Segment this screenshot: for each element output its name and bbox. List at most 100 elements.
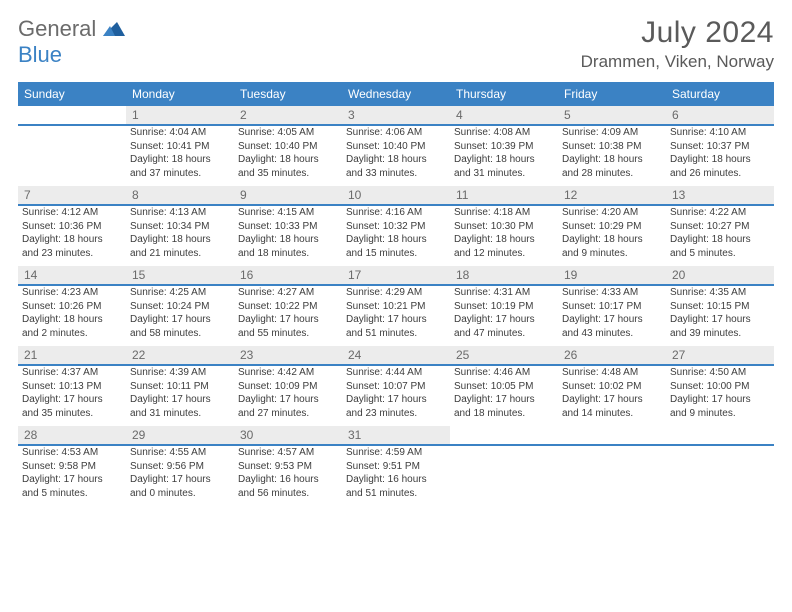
day-detail-line: Sunset: 10:00 PM <box>670 380 770 394</box>
day-detail-line: Sunrise: 4:04 AM <box>130 126 230 140</box>
day-detail-line: Sunrise: 4:57 AM <box>238 446 338 460</box>
day-cell: Sunrise: 4:50 AMSunset: 10:00 PMDaylight… <box>666 365 774 426</box>
day-detail-line: Sunrise: 4:09 AM <box>562 126 662 140</box>
day-cell: Sunrise: 4:25 AMSunset: 10:24 PMDaylight… <box>126 285 234 346</box>
day-detail-line: Daylight: 17 hours and 43 minutes. <box>562 313 662 340</box>
day-number-cell: 9 <box>234 186 342 205</box>
logo-word-1: General <box>18 16 96 41</box>
day-cell: Sunrise: 4:15 AMSunset: 10:33 PMDaylight… <box>234 205 342 266</box>
day-number-cell: 13 <box>666 186 774 205</box>
day-cell: Sunrise: 4:33 AMSunset: 10:17 PMDaylight… <box>558 285 666 346</box>
day-detail-line: Sunrise: 4:55 AM <box>130 446 230 460</box>
day-cell <box>558 445 666 506</box>
day-detail-line: Sunrise: 4:59 AM <box>346 446 446 460</box>
day-cell: Sunrise: 4:06 AMSunset: 10:40 PMDaylight… <box>342 125 450 186</box>
day-cell: Sunrise: 4:44 AMSunset: 10:07 PMDaylight… <box>342 365 450 426</box>
day-cell: Sunrise: 4:37 AMSunset: 10:13 PMDaylight… <box>18 365 126 426</box>
day-number-cell <box>18 106 126 125</box>
weekday-header: Friday <box>558 82 666 106</box>
day-number-cell: 28 <box>18 426 126 445</box>
day-detail-line: Sunset: 10:05 PM <box>454 380 554 394</box>
logo-word-2: Blue <box>18 42 62 67</box>
day-detail-line: Sunset: 10:38 PM <box>562 140 662 154</box>
day-detail-line: Daylight: 18 hours and 23 minutes. <box>22 233 122 260</box>
day-number-cell: 11 <box>450 186 558 205</box>
day-detail-line: Daylight: 17 hours and 23 minutes. <box>346 393 446 420</box>
day-detail-line: Sunrise: 4:20 AM <box>562 206 662 220</box>
day-number-row: 78910111213 <box>18 186 774 205</box>
day-cell: Sunrise: 4:53 AMSunset: 9:58 PMDaylight:… <box>18 445 126 506</box>
day-detail-line: Daylight: 17 hours and 9 minutes. <box>670 393 770 420</box>
day-detail-line: Daylight: 17 hours and 14 minutes. <box>562 393 662 420</box>
day-number-cell: 10 <box>342 186 450 205</box>
day-cell: Sunrise: 4:22 AMSunset: 10:27 PMDaylight… <box>666 205 774 266</box>
day-cell: Sunrise: 4:29 AMSunset: 10:21 PMDaylight… <box>342 285 450 346</box>
location-subtitle: Drammen, Viken, Norway <box>581 52 774 72</box>
day-detail-line: Sunrise: 4:39 AM <box>130 366 230 380</box>
day-detail-line: Sunrise: 4:27 AM <box>238 286 338 300</box>
day-cell: Sunrise: 4:27 AMSunset: 10:22 PMDaylight… <box>234 285 342 346</box>
day-detail-line: Sunset: 10:26 PM <box>22 300 122 314</box>
day-detail-line: Daylight: 17 hours and 58 minutes. <box>130 313 230 340</box>
day-detail-line: Sunset: 10:37 PM <box>670 140 770 154</box>
day-detail-line: Sunset: 10:34 PM <box>130 220 230 234</box>
day-detail-line: Sunrise: 4:12 AM <box>22 206 122 220</box>
day-detail-line: Sunset: 10:32 PM <box>346 220 446 234</box>
logo-text: General Blue <box>18 16 125 68</box>
day-number-cell <box>450 426 558 445</box>
day-cell: Sunrise: 4:05 AMSunset: 10:40 PMDaylight… <box>234 125 342 186</box>
weekday-header: Tuesday <box>234 82 342 106</box>
day-detail-line: Daylight: 16 hours and 56 minutes. <box>238 473 338 500</box>
day-cell: Sunrise: 4:59 AMSunset: 9:51 PMDaylight:… <box>342 445 450 506</box>
weekday-header: Sunday <box>18 82 126 106</box>
day-number-cell: 15 <box>126 266 234 285</box>
day-number-cell: 2 <box>234 106 342 125</box>
day-detail-line: Sunrise: 4:35 AM <box>670 286 770 300</box>
day-detail-line: Daylight: 18 hours and 35 minutes. <box>238 153 338 180</box>
day-detail-line: Daylight: 17 hours and 18 minutes. <box>454 393 554 420</box>
day-cell: Sunrise: 4:20 AMSunset: 10:29 PMDaylight… <box>558 205 666 266</box>
day-detail-line: Daylight: 17 hours and 27 minutes. <box>238 393 338 420</box>
day-detail-line: Sunrise: 4:29 AM <box>346 286 446 300</box>
day-detail-line: Daylight: 18 hours and 21 minutes. <box>130 233 230 260</box>
page-header: General Blue July 2024 Drammen, Viken, N… <box>18 16 774 72</box>
day-detail-line: Sunset: 10:30 PM <box>454 220 554 234</box>
day-detail-line: Daylight: 16 hours and 51 minutes. <box>346 473 446 500</box>
day-number-cell: 12 <box>558 186 666 205</box>
day-cell: Sunrise: 4:35 AMSunset: 10:15 PMDaylight… <box>666 285 774 346</box>
day-number-cell <box>666 426 774 445</box>
day-detail-line: Daylight: 17 hours and 55 minutes. <box>238 313 338 340</box>
day-detail-line: Sunset: 10:36 PM <box>22 220 122 234</box>
day-detail-line: Sunrise: 4:37 AM <box>22 366 122 380</box>
day-number-cell <box>558 426 666 445</box>
week-row: Sunrise: 4:04 AMSunset: 10:41 PMDaylight… <box>18 125 774 186</box>
day-detail-line: Sunset: 10:02 PM <box>562 380 662 394</box>
day-detail-line: Sunrise: 4:05 AM <box>238 126 338 140</box>
weekday-header: Saturday <box>666 82 774 106</box>
day-detail-line: Sunset: 10:21 PM <box>346 300 446 314</box>
day-detail-line: Sunset: 10:29 PM <box>562 220 662 234</box>
day-detail-line: Sunset: 10:13 PM <box>22 380 122 394</box>
day-number-cell: 14 <box>18 266 126 285</box>
calendar-table: Sunday Monday Tuesday Wednesday Thursday… <box>18 82 774 506</box>
day-cell <box>450 445 558 506</box>
day-cell: Sunrise: 4:48 AMSunset: 10:02 PMDaylight… <box>558 365 666 426</box>
day-cell: Sunrise: 4:57 AMSunset: 9:53 PMDaylight:… <box>234 445 342 506</box>
day-number-cell: 7 <box>18 186 126 205</box>
day-detail-line: Sunset: 10:33 PM <box>238 220 338 234</box>
day-detail-line: Daylight: 17 hours and 47 minutes. <box>454 313 554 340</box>
day-cell: Sunrise: 4:55 AMSunset: 9:56 PMDaylight:… <box>126 445 234 506</box>
day-detail-line: Sunrise: 4:13 AM <box>130 206 230 220</box>
day-cell: Sunrise: 4:04 AMSunset: 10:41 PMDaylight… <box>126 125 234 186</box>
day-detail-line: Daylight: 18 hours and 5 minutes. <box>670 233 770 260</box>
title-block: July 2024 Drammen, Viken, Norway <box>581 16 774 72</box>
day-cell: Sunrise: 4:16 AMSunset: 10:32 PMDaylight… <box>342 205 450 266</box>
day-cell: Sunrise: 4:10 AMSunset: 10:37 PMDaylight… <box>666 125 774 186</box>
day-number-cell: 1 <box>126 106 234 125</box>
day-detail-line: Sunrise: 4:22 AM <box>670 206 770 220</box>
day-number-cell: 16 <box>234 266 342 285</box>
day-number-cell: 24 <box>342 346 450 365</box>
day-detail-line: Daylight: 18 hours and 2 minutes. <box>22 313 122 340</box>
day-number-cell: 30 <box>234 426 342 445</box>
day-cell: Sunrise: 4:12 AMSunset: 10:36 PMDaylight… <box>18 205 126 266</box>
